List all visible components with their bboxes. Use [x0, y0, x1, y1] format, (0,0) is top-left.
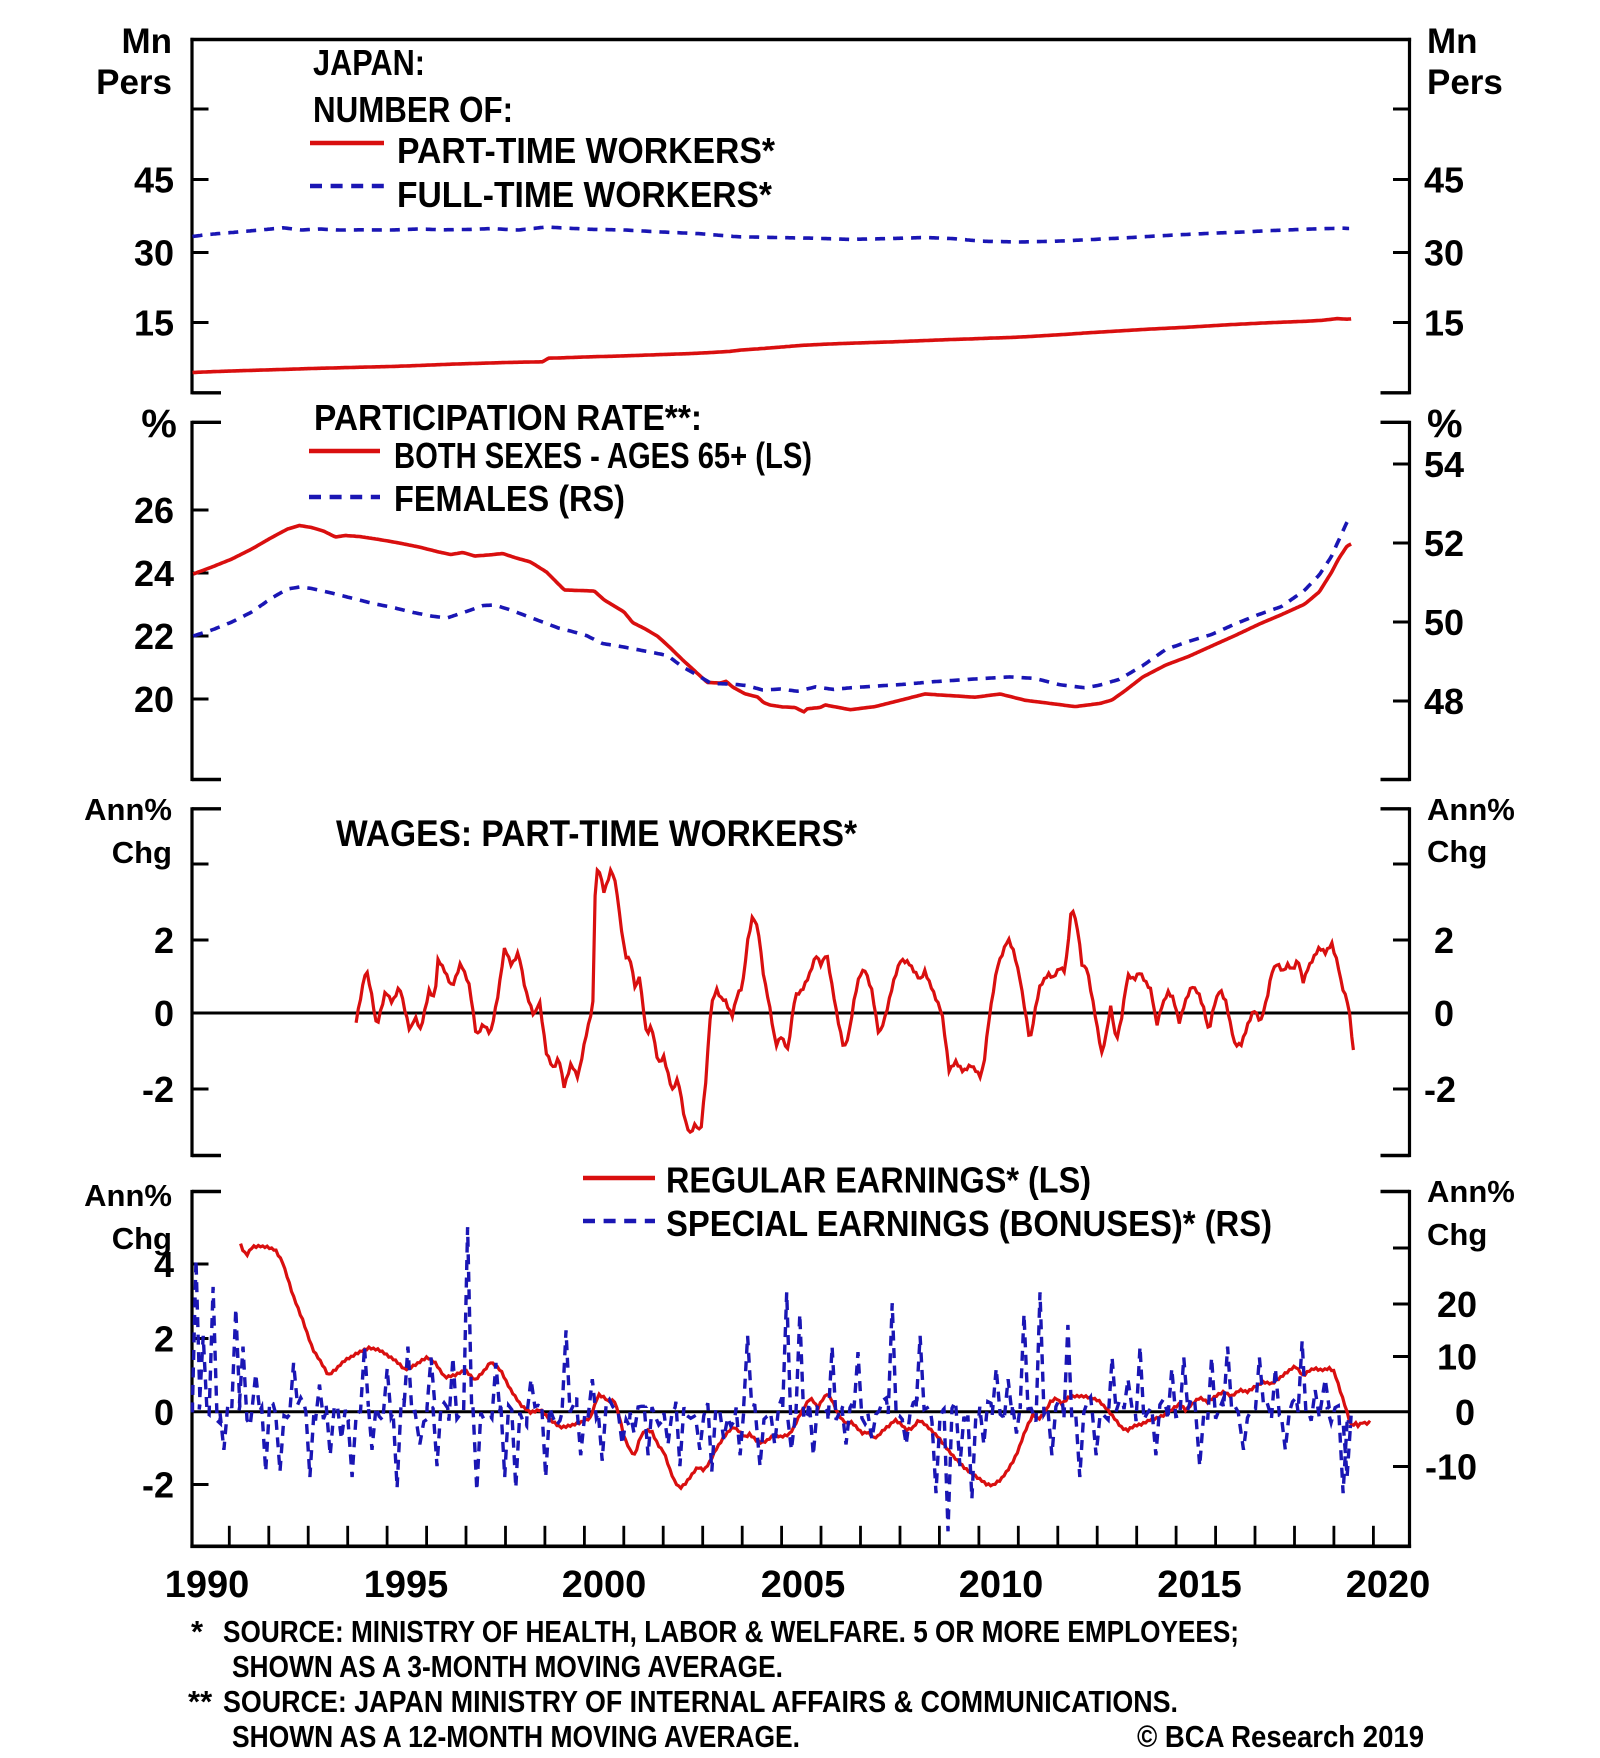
svg-text:Chg: Chg	[1427, 1217, 1487, 1252]
svg-text:0: 0	[1455, 1392, 1475, 1433]
svg-text:2: 2	[154, 920, 174, 961]
svg-text:45: 45	[134, 160, 174, 201]
svg-text:JAPAN:: JAPAN:	[313, 42, 425, 83]
svg-text:0: 0	[1434, 993, 1454, 1034]
svg-text:SOURCE: MINISTRY OF HEALTH, LA: SOURCE: MINISTRY OF HEALTH, LABOR & WELF…	[223, 1614, 1239, 1649]
svg-text:**: **	[188, 1684, 213, 1719]
svg-text:*: *	[191, 1614, 204, 1649]
svg-text:20: 20	[1437, 1284, 1477, 1325]
svg-text:2005: 2005	[761, 1564, 846, 1606]
svg-text:SHOWN AS A 3-MONTH MOVING AVER: SHOWN AS A 3-MONTH MOVING AVERAGE.	[232, 1649, 783, 1684]
svg-text:Ann%: Ann%	[1427, 792, 1515, 827]
svg-text:Mn: Mn	[121, 22, 172, 61]
svg-text:52: 52	[1424, 523, 1464, 564]
svg-text:REGULAR EARNINGS* (LS): REGULAR EARNINGS* (LS)	[666, 1160, 1091, 1201]
svg-text:2020: 2020	[1346, 1564, 1431, 1606]
svg-text:1990: 1990	[165, 1564, 250, 1606]
svg-text:© BCA Research 2019: © BCA Research 2019	[1137, 1719, 1424, 1754]
svg-text:30: 30	[134, 233, 174, 274]
svg-text:0: 0	[154, 1392, 174, 1433]
svg-text:0: 0	[154, 993, 174, 1034]
svg-text:Pers: Pers	[96, 63, 172, 102]
svg-text:54: 54	[1424, 444, 1464, 485]
svg-text:20: 20	[134, 679, 174, 720]
svg-text:%: %	[141, 402, 177, 446]
svg-text:SHOWN AS A 12-MONTH MOVING AVE: SHOWN AS A 12-MONTH MOVING AVERAGE.	[232, 1719, 800, 1754]
svg-text:2: 2	[154, 1319, 174, 1360]
svg-text:BOTH SEXES - AGES 65+ (LS): BOTH SEXES - AGES 65+ (LS)	[394, 435, 812, 476]
svg-text:45: 45	[1424, 160, 1464, 201]
svg-text:-10: -10	[1425, 1447, 1477, 1488]
svg-text:Pers: Pers	[1427, 63, 1503, 102]
svg-text:PART-TIME WORKERS*: PART-TIME WORKERS*	[397, 130, 775, 171]
svg-text:WAGES: PART-TIME WORKERS*: WAGES: PART-TIME WORKERS*	[336, 813, 858, 854]
svg-text:48: 48	[1424, 681, 1464, 722]
svg-text:15: 15	[134, 303, 174, 344]
svg-text:Chg: Chg	[112, 1221, 172, 1256]
svg-text:2000: 2000	[562, 1564, 647, 1606]
svg-text:-2: -2	[142, 1465, 174, 1506]
svg-text:Chg: Chg	[112, 835, 172, 870]
svg-text:FULL-TIME WORKERS*: FULL-TIME WORKERS*	[397, 174, 772, 215]
svg-text:PARTICIPATION RATE**:: PARTICIPATION RATE**:	[314, 397, 702, 438]
svg-text:Ann%: Ann%	[1427, 1174, 1515, 1209]
svg-text:-2: -2	[1424, 1069, 1456, 1110]
svg-text:Ann%: Ann%	[84, 1178, 172, 1213]
svg-text:24: 24	[134, 553, 174, 594]
svg-text:15: 15	[1424, 303, 1464, 344]
svg-text:Chg: Chg	[1427, 834, 1487, 869]
svg-text:2: 2	[1434, 920, 1454, 961]
svg-text:50: 50	[1424, 602, 1464, 643]
svg-text:1995: 1995	[364, 1564, 449, 1606]
svg-text:10: 10	[1437, 1337, 1477, 1378]
svg-text:22: 22	[134, 616, 174, 657]
svg-text:26: 26	[134, 490, 174, 531]
svg-text:2010: 2010	[959, 1564, 1044, 1606]
svg-text:4: 4	[154, 1244, 174, 1285]
svg-text:FEMALES (RS): FEMALES (RS)	[394, 478, 625, 519]
svg-text:-2: -2	[142, 1069, 174, 1110]
svg-text:30: 30	[1424, 233, 1464, 274]
svg-text:NUMBER OF:: NUMBER OF:	[313, 89, 513, 130]
svg-text:SOURCE: JAPAN MINISTRY OF INTE: SOURCE: JAPAN MINISTRY OF INTERNAL AFFAI…	[223, 1684, 1178, 1719]
svg-text:2015: 2015	[1157, 1564, 1242, 1606]
svg-text:%: %	[1427, 402, 1463, 446]
svg-text:Mn: Mn	[1427, 22, 1478, 61]
svg-text:Ann%: Ann%	[84, 792, 172, 827]
svg-text:SPECIAL EARNINGS (BONUSES)* (R: SPECIAL EARNINGS (BONUSES)* (RS)	[666, 1203, 1272, 1244]
